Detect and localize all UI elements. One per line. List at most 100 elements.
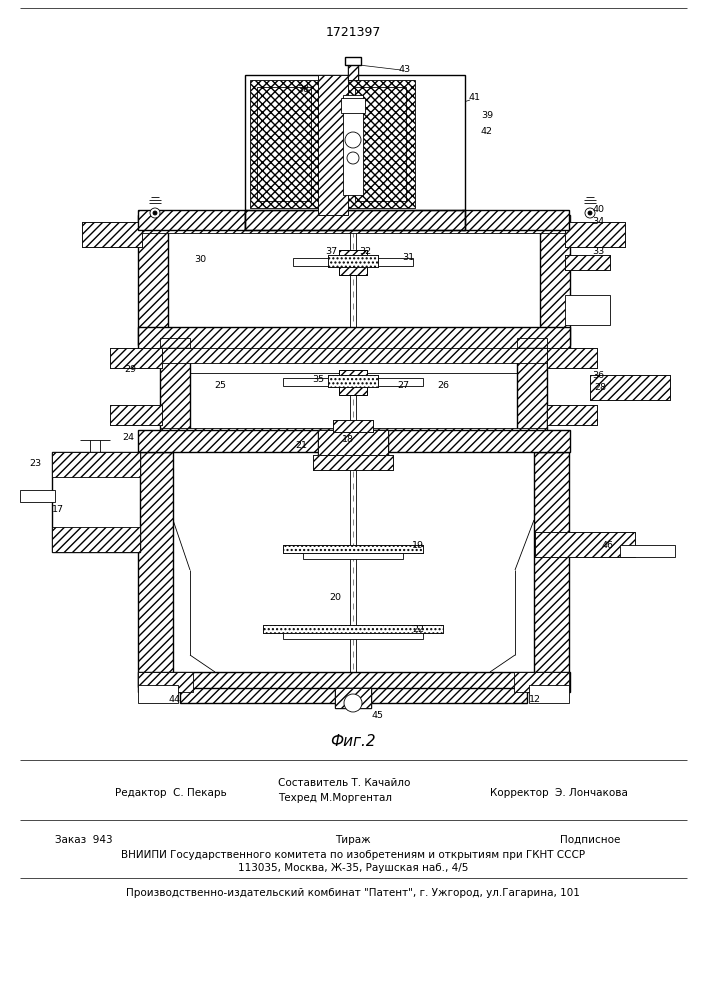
Text: 31: 31: [402, 252, 414, 261]
Text: 45: 45: [372, 710, 384, 720]
Text: 39: 39: [481, 111, 493, 120]
Text: Фиг.2: Фиг.2: [330, 734, 376, 750]
Bar: [82, 222, 142, 247]
Text: 113035, Москва, Ж-35, Раушская наб., 4/5: 113035, Москва, Ж-35, Раушская наб., 4/5: [238, 863, 468, 873]
Text: Производственно-издательский комбинат "Патент", г. Ужгород, ул.Гагарина, 101: Производственно-издательский комбинат "П…: [126, 888, 580, 898]
Bar: [514, 672, 569, 692]
Bar: [462, 210, 569, 230]
Text: 12: 12: [529, 696, 541, 704]
Text: 41: 41: [469, 94, 481, 103]
Bar: [328, 255, 378, 267]
Bar: [517, 348, 547, 443]
Bar: [318, 430, 388, 460]
Bar: [160, 338, 190, 373]
Bar: [328, 255, 378, 267]
Bar: [160, 428, 547, 443]
Bar: [335, 688, 371, 708]
Bar: [547, 405, 597, 425]
Text: ВНИИПИ Государственного комитета по изобретениям и открытиям при ГКНТ СССР: ВНИИПИ Государственного комитета по изоб…: [121, 850, 585, 860]
Bar: [363, 378, 423, 386]
Text: Составитель Т. Качайло: Составитель Т. Качайло: [278, 778, 410, 788]
Text: 17: 17: [52, 506, 64, 514]
Bar: [283, 545, 423, 553]
Text: 21: 21: [295, 440, 307, 450]
Text: 46: 46: [602, 540, 614, 550]
Bar: [138, 672, 193, 692]
Bar: [138, 430, 570, 452]
Text: 1721397: 1721397: [325, 25, 380, 38]
Bar: [547, 348, 597, 368]
Bar: [138, 672, 570, 692]
Text: 19: 19: [412, 540, 424, 550]
Text: 33: 33: [592, 247, 604, 256]
Text: Корректор  Э. Лончакова: Корректор Э. Лончакова: [490, 788, 628, 798]
Circle shape: [153, 211, 157, 215]
Bar: [339, 370, 367, 395]
Bar: [318, 75, 348, 215]
Bar: [565, 255, 610, 270]
Bar: [257, 87, 311, 201]
Circle shape: [345, 132, 361, 148]
Bar: [517, 338, 547, 373]
Bar: [82, 222, 142, 247]
Text: Тираж: Тираж: [335, 835, 370, 845]
Bar: [313, 455, 393, 470]
Bar: [348, 80, 415, 208]
Text: 44: 44: [169, 696, 181, 704]
Bar: [283, 545, 423, 553]
Bar: [318, 75, 348, 215]
Bar: [535, 532, 635, 557]
Text: Подписное: Подписное: [560, 835, 620, 845]
Text: 18: 18: [342, 436, 354, 444]
Bar: [52, 452, 140, 477]
Text: 42: 42: [481, 127, 493, 136]
Bar: [565, 255, 610, 270]
Bar: [138, 327, 570, 352]
Bar: [339, 370, 367, 395]
Bar: [250, 80, 318, 208]
Bar: [529, 685, 569, 703]
Bar: [313, 455, 393, 470]
Bar: [180, 688, 527, 703]
Bar: [110, 405, 162, 425]
Bar: [565, 295, 610, 325]
Bar: [138, 215, 168, 345]
Bar: [138, 210, 245, 230]
Bar: [345, 57, 361, 65]
Bar: [355, 87, 406, 201]
Bar: [565, 222, 625, 247]
Text: Редактор  С. Пекарь: Редактор С. Пекарь: [115, 788, 227, 798]
Bar: [138, 327, 570, 345]
Bar: [348, 62, 358, 80]
Text: 30: 30: [194, 255, 206, 264]
Bar: [52, 527, 140, 552]
Bar: [20, 490, 55, 502]
Bar: [283, 633, 423, 639]
Bar: [263, 625, 443, 633]
Text: 27: 27: [397, 380, 409, 389]
Text: 28: 28: [594, 383, 606, 392]
Bar: [283, 378, 343, 386]
Bar: [160, 348, 190, 443]
Bar: [547, 348, 597, 368]
Bar: [328, 375, 378, 387]
Bar: [160, 338, 547, 373]
Text: 36: 36: [592, 370, 604, 379]
Bar: [339, 250, 367, 275]
Text: 43: 43: [399, 66, 411, 75]
Bar: [263, 625, 443, 633]
Text: 34: 34: [592, 218, 604, 227]
Bar: [245, 210, 465, 230]
Circle shape: [344, 694, 362, 712]
Bar: [328, 375, 378, 387]
Bar: [343, 95, 363, 195]
Text: 26: 26: [437, 380, 449, 389]
Bar: [335, 688, 371, 708]
Text: 32: 32: [359, 247, 371, 256]
Text: Техред М.Моргентал: Техред М.Моргентал: [278, 793, 392, 803]
Bar: [339, 250, 367, 275]
Bar: [565, 222, 625, 247]
Circle shape: [150, 208, 160, 218]
Text: 35: 35: [312, 375, 324, 384]
Text: 23: 23: [29, 458, 41, 468]
